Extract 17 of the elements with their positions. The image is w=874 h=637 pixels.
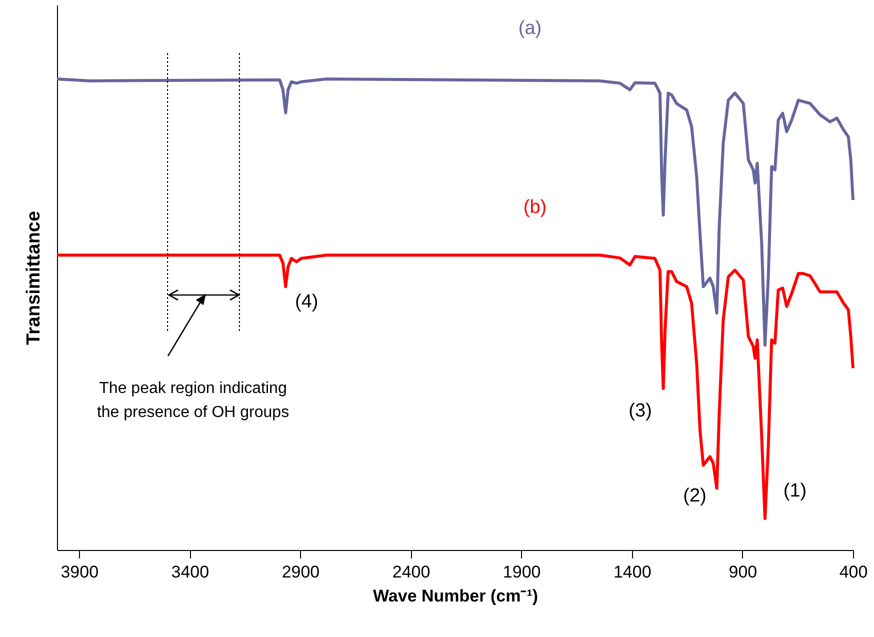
annotation: (2) <box>683 485 706 506</box>
x-axis-title: Wave Number (cm⁻¹) <box>372 586 538 606</box>
x-tick-label: 3900 <box>60 562 99 582</box>
x-tick-label: 1900 <box>502 562 541 582</box>
x-tick-label: 3400 <box>171 562 210 582</box>
x-tick-label: 2900 <box>282 562 320 582</box>
x-tick-label: 1400 <box>613 562 652 582</box>
text: (a) <box>518 18 542 39</box>
series-label: (b) <box>523 197 547 218</box>
x-tick-label: 2400 <box>392 562 430 582</box>
annotation: The peak region indicating the presence of OH groups <box>96 380 290 421</box>
y-axis-title: Transimittance <box>24 210 44 346</box>
x-tick-label: 900 <box>728 562 758 582</box>
x-tick-label: 400 <box>839 562 868 582</box>
annotation: (4) <box>295 292 318 313</box>
annotation: (3) <box>628 400 652 422</box>
annotation: (1) <box>783 480 807 502</box>
